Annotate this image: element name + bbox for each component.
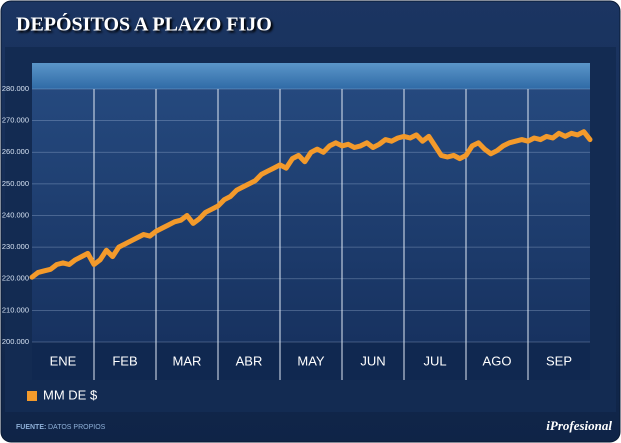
x-tick-label: MAY xyxy=(297,353,325,368)
y-tick-label: 270.000 xyxy=(2,116,29,125)
chart-title: DEPÓSITOS A PLAZO FIJO xyxy=(16,12,272,36)
header-strip xyxy=(32,63,590,89)
y-tick-label: 250.000 xyxy=(2,179,29,188)
y-tick-label: 200.000 xyxy=(2,337,29,346)
source-label: FUENTE: xyxy=(16,424,46,431)
plot-area xyxy=(32,89,590,342)
legend-label: MM DE $ xyxy=(43,387,98,402)
y-tick-label: 220.000 xyxy=(2,274,29,283)
x-tick-label: ABR xyxy=(236,353,263,368)
y-tick-label: 280.000 xyxy=(2,84,29,93)
source: DATOS PROPIOS xyxy=(48,424,106,431)
x-tick-label: AGO xyxy=(483,353,512,368)
x-tick-label: ENE xyxy=(50,353,77,368)
logo: iProfesional xyxy=(546,418,612,433)
x-tick-label: MAR xyxy=(173,353,202,368)
y-tick-label: 260.000 xyxy=(2,147,29,156)
x-tick-label: JUL xyxy=(423,353,446,368)
x-tick-label: FEB xyxy=(112,353,137,368)
x-band xyxy=(32,342,590,380)
x-tick-label: SEP xyxy=(546,353,572,368)
y-tick-label: 210.000 xyxy=(2,305,29,314)
data-line xyxy=(29,129,593,280)
y-tick-label: 240.000 xyxy=(2,210,29,219)
legend-swatch xyxy=(27,391,37,401)
x-tick-label: JUN xyxy=(360,353,385,368)
y-tick-label: 230.000 xyxy=(2,242,29,251)
